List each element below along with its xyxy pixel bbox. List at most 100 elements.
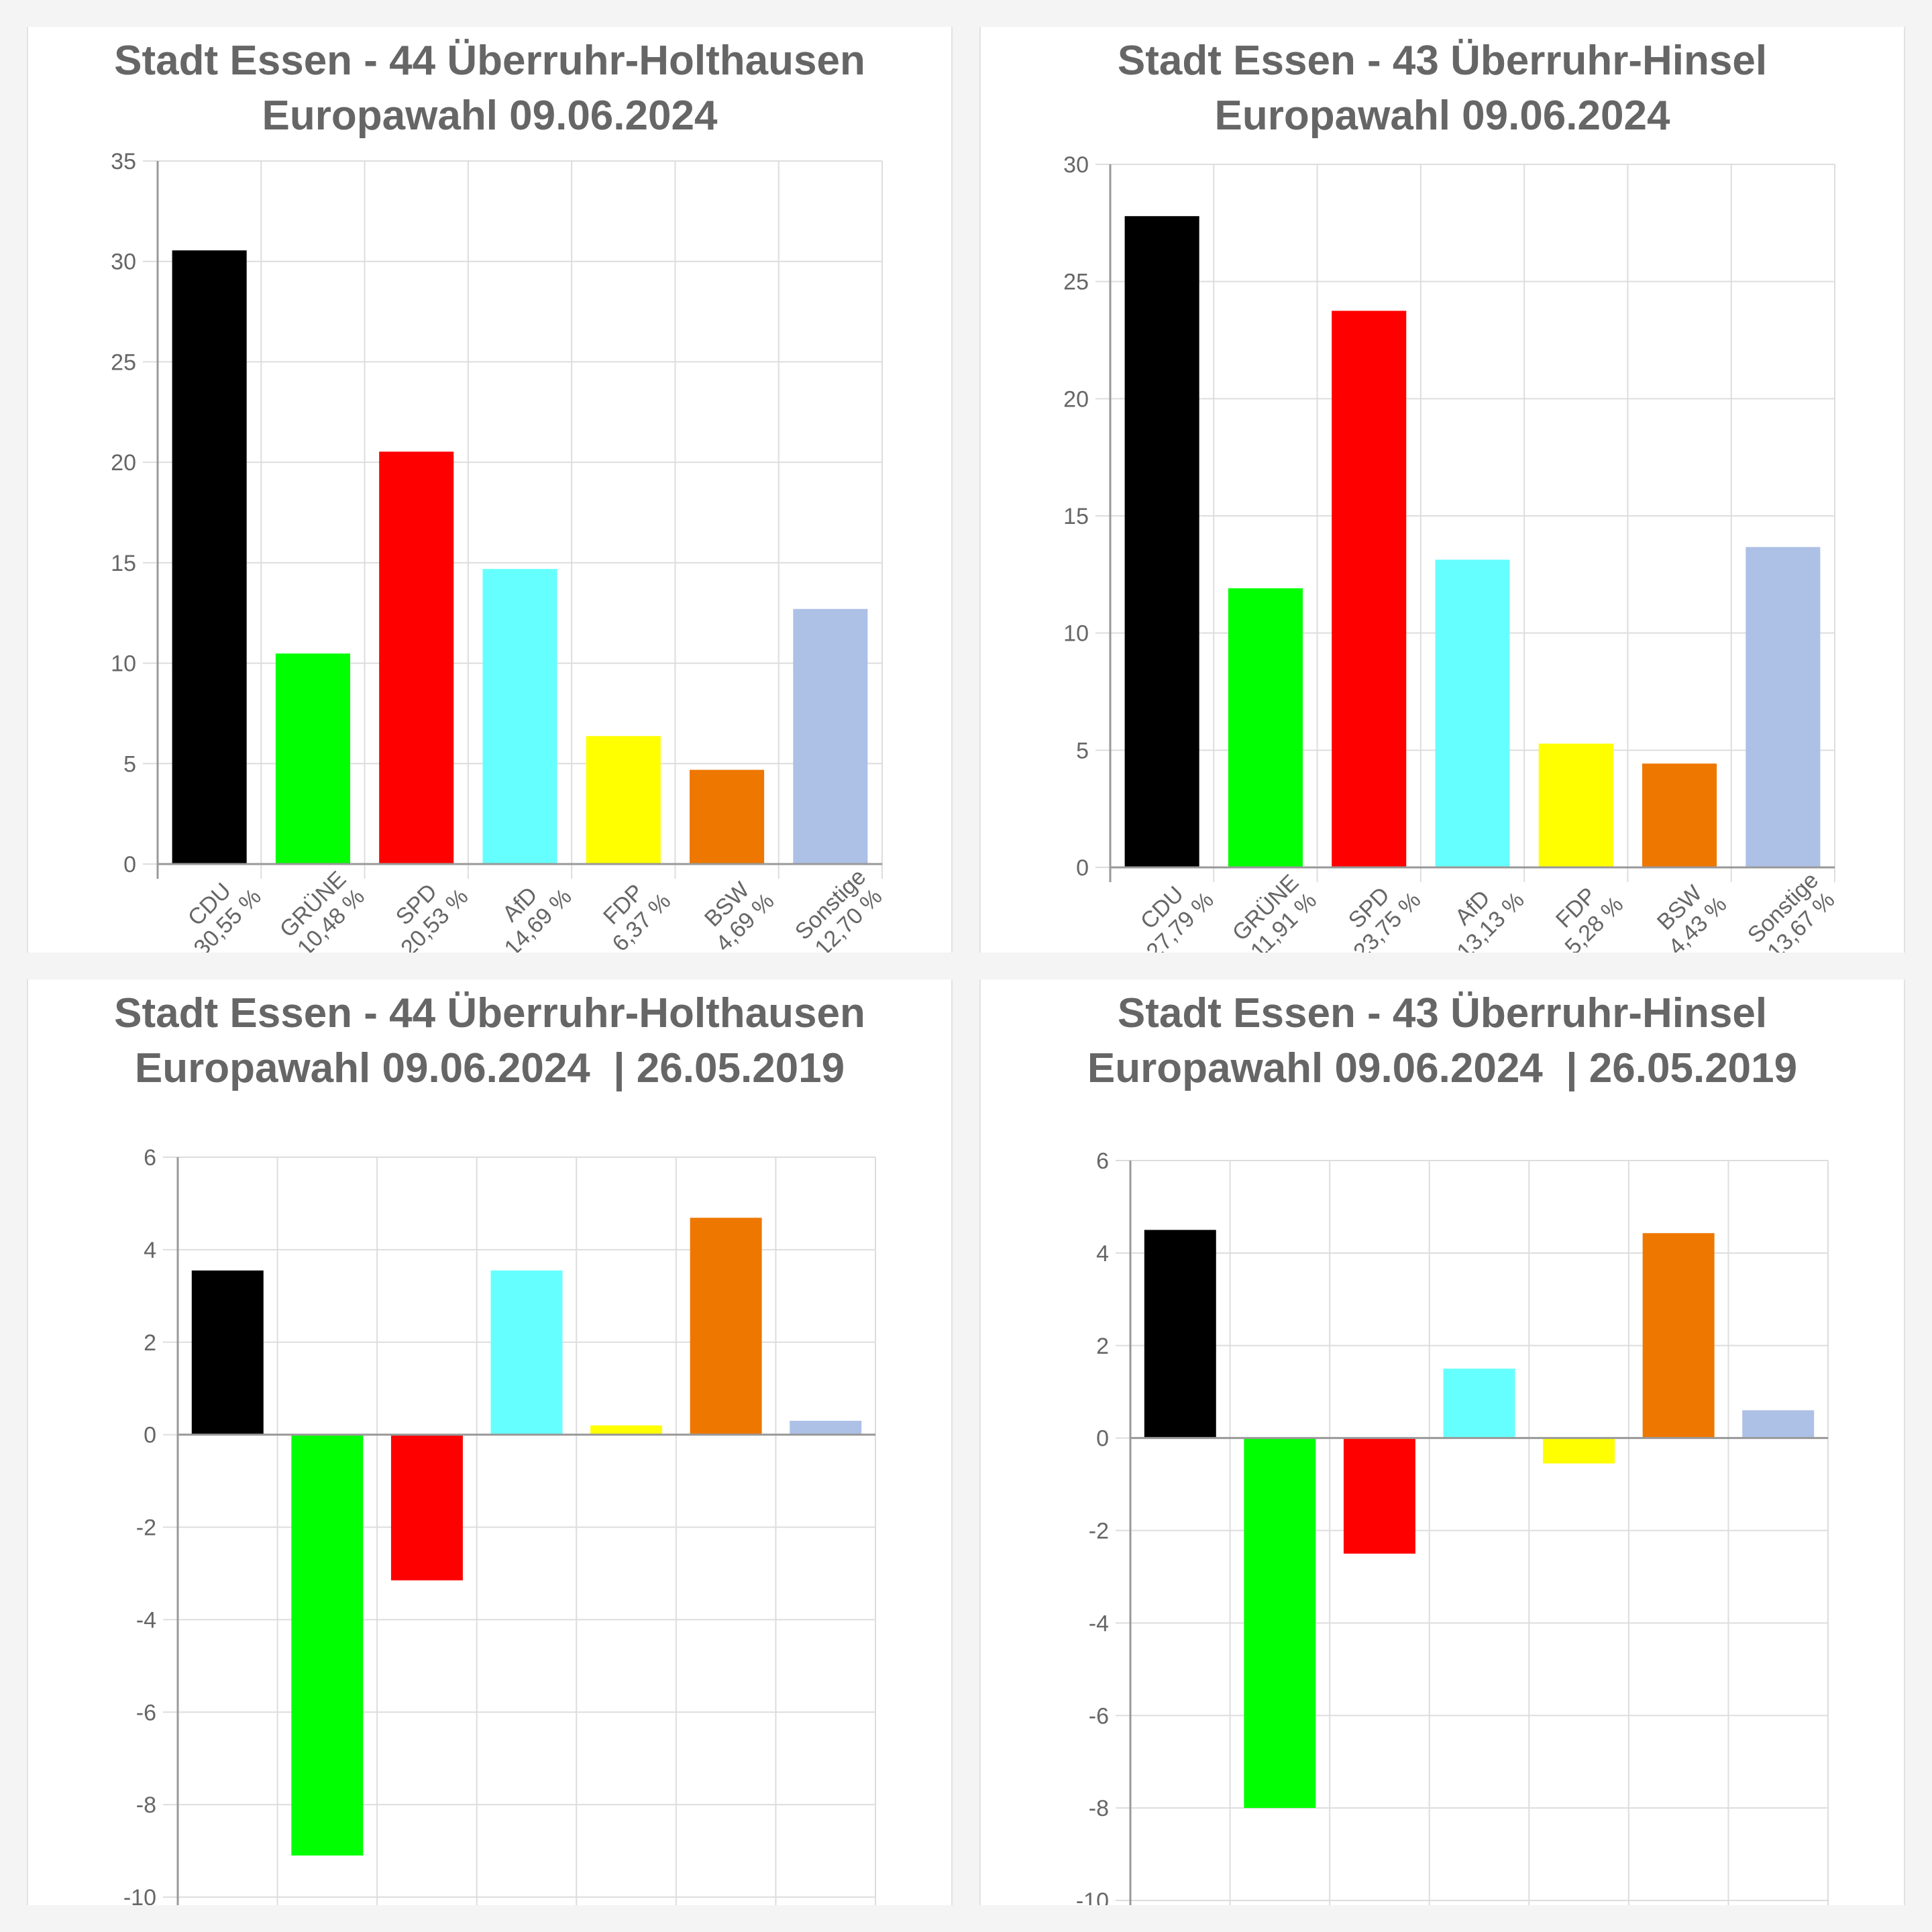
bar-sonstige	[790, 1420, 862, 1435]
bar-afd	[1435, 559, 1510, 867]
x-tick-label: CDU30,55 %	[171, 866, 266, 953]
y-tick-label: -2	[136, 1515, 156, 1541]
x-tick-label: BSW4,69 %	[693, 870, 780, 953]
y-tick-label: -8	[1089, 1796, 1109, 1821]
y-tick-label: 2	[1096, 1334, 1109, 1359]
x-tick-label: BSW4,43 %	[1646, 873, 1732, 953]
bar-chart: -10 -8 -6 -4 -2 0 2 4 6	[1076, 1148, 1829, 1905]
y-tick-label: -6	[136, 1700, 156, 1725]
bar-grne	[291, 1434, 364, 1856]
grid-lines	[163, 1157, 876, 1905]
bar-fdp	[586, 736, 661, 864]
y-tick-label: 0	[144, 1423, 156, 1448]
chart-title: Stadt Essen - 44 Überruhr-Holthausen Eur…	[27, 34, 953, 144]
x-tick-label: AfD13,13 %	[1434, 869, 1529, 953]
y-tick-label: 15	[111, 551, 136, 576]
chart-title-line1: Stadt Essen - 44 Überruhr-Holthausen	[114, 990, 865, 1036]
bar-grne	[1228, 588, 1303, 867]
y-tick-label: 10	[1063, 621, 1089, 647]
panel-border-left	[27, 979, 28, 1905]
x-tick-label: SPD23,75 %	[1330, 869, 1426, 953]
y-tick-label: -4	[136, 1607, 156, 1633]
y-tick-label: 4	[1096, 1241, 1109, 1267]
panel-border-right	[951, 979, 953, 1905]
y-tick-label: 30	[111, 250, 136, 275]
panel-border-left	[27, 27, 28, 953]
panel-border-right	[951, 27, 953, 953]
x-tick-label: SPD20,53 %	[378, 866, 473, 953]
panel-border-right	[1904, 979, 1905, 1905]
bar-spd	[1332, 311, 1407, 867]
bar-bsw	[690, 1218, 762, 1435]
bar-cdu	[1144, 1230, 1216, 1438]
bar-fdp	[1538, 743, 1613, 867]
chart-title: Stadt Essen - 43 Überruhr-Hinsel Europaw…	[979, 986, 1905, 1096]
panel-border-left	[979, 27, 981, 953]
x-tick-label: GRÜNE10,48 %	[274, 866, 370, 953]
y-tick-label: 0	[123, 852, 136, 877]
y-tick-label: -10	[1076, 1888, 1109, 1905]
x-tick-label: GRÜNE11,91 %	[1228, 869, 1322, 953]
bar-cdu	[172, 250, 247, 864]
chart-title-line2: Europawahl 09.06.2024 | 26.05.2019	[1087, 1045, 1798, 1091]
y-tick-label: 6	[144, 1145, 156, 1171]
bar-cdu	[1124, 216, 1199, 868]
y-tick-label: -6	[1089, 1703, 1109, 1729]
grid-lines	[1116, 1160, 1829, 1905]
chart-title-line1: Stadt Essen - 43 Überruhr-Hinsel	[1117, 38, 1768, 84]
bar-chart: 0 5 10 15 20 25 30 CDU27,79 % GRÜNE11,91 % SPD23,…	[1063, 152, 1841, 953]
chart-title: Stadt Essen - 44 Überruhr-Holthausen Eur…	[27, 986, 953, 1096]
panel-border-left	[979, 979, 981, 1905]
bar-afd	[482, 569, 557, 864]
y-tick-label: 0	[1096, 1426, 1109, 1452]
bar-afd	[1443, 1368, 1515, 1438]
x-tick-label: FDP5,28 %	[1542, 873, 1629, 953]
y-tick-label: -10	[123, 1885, 156, 1905]
y-tick-label: 30	[1063, 152, 1089, 178]
y-tick-label: 35	[111, 149, 136, 174]
bar-sonstige	[1746, 547, 1821, 867]
y-tick-label: -2	[1089, 1519, 1109, 1544]
chart-title-line1: Stadt Essen - 43 Überruhr-Hinsel	[1117, 990, 1768, 1036]
chart-title: Stadt Essen - 43 Überruhr-Hinsel Europaw…	[979, 34, 1905, 144]
chart-title-line2: Europawahl 09.06.2024	[262, 93, 718, 139]
bar-bsw	[1642, 1233, 1715, 1438]
bar-chart: 0 5 10 15 20 25 30 35 CDU30,55 % GRÜNE10,48 % SPD2…	[111, 149, 889, 953]
bar-spd	[1343, 1438, 1415, 1554]
bar-grne	[1244, 1438, 1316, 1809]
y-tick-label: 4	[144, 1238, 156, 1263]
bar-fdp	[1543, 1438, 1615, 1464]
bar-chart: -10 -8 -6 -4 -2 0 2 4 6	[123, 1145, 876, 1905]
y-tick-label: 15	[1063, 504, 1089, 529]
bar-sonstige	[793, 608, 868, 864]
x-tick-label: Sonstige13,67 %	[1743, 867, 1841, 953]
y-tick-label: 20	[1063, 386, 1089, 412]
bar-spd	[379, 451, 454, 864]
y-tick-label: -4	[1089, 1611, 1109, 1636]
bar-spd	[390, 1434, 463, 1580]
x-tick-label: FDP6,37 %	[590, 870, 676, 953]
chart-panel-holthausen-diff: Stadt Essen - 44 Überruhr-Holthausen Eur…	[27, 979, 953, 1905]
chart-title-line2: Europawahl 09.06.2024 | 26.05.2019	[134, 1045, 845, 1091]
bar-fdp	[590, 1425, 663, 1435]
bar-bsw	[690, 769, 765, 864]
chart-panel-hinsel-2024: Stadt Essen - 43 Überruhr-Hinsel Europaw…	[979, 27, 1905, 953]
chart-panel-holthausen-2024: Stadt Essen - 44 Überruhr-Holthausen Eur…	[27, 27, 953, 953]
y-tick-label: 20	[111, 450, 136, 476]
bar-bsw	[1642, 763, 1717, 867]
y-tick-label: 0	[1076, 855, 1089, 881]
x-tick-label: CDU27,79 %	[1124, 869, 1219, 953]
y-tick-label: 5	[1076, 738, 1089, 763]
y-tick-label: 10	[111, 651, 136, 677]
x-tick-label: Sonstige12,70 %	[790, 864, 889, 953]
y-tick-label: 25	[111, 350, 136, 375]
chart-panel-hinsel-diff: Stadt Essen - 43 Überruhr-Hinsel Europaw…	[979, 979, 1905, 1905]
y-tick-label: 25	[1063, 270, 1089, 295]
x-tick-label: AfD14,69 %	[482, 866, 577, 953]
bar-cdu	[191, 1270, 264, 1435]
bar-sonstige	[1742, 1410, 1815, 1438]
y-tick-label: 2	[144, 1330, 156, 1356]
chart-title-line2: Europawahl 09.06.2024	[1214, 93, 1670, 139]
chart-title-line1: Stadt Essen - 44 Überruhr-Holthausen	[114, 38, 865, 84]
bar-grne	[275, 653, 350, 864]
